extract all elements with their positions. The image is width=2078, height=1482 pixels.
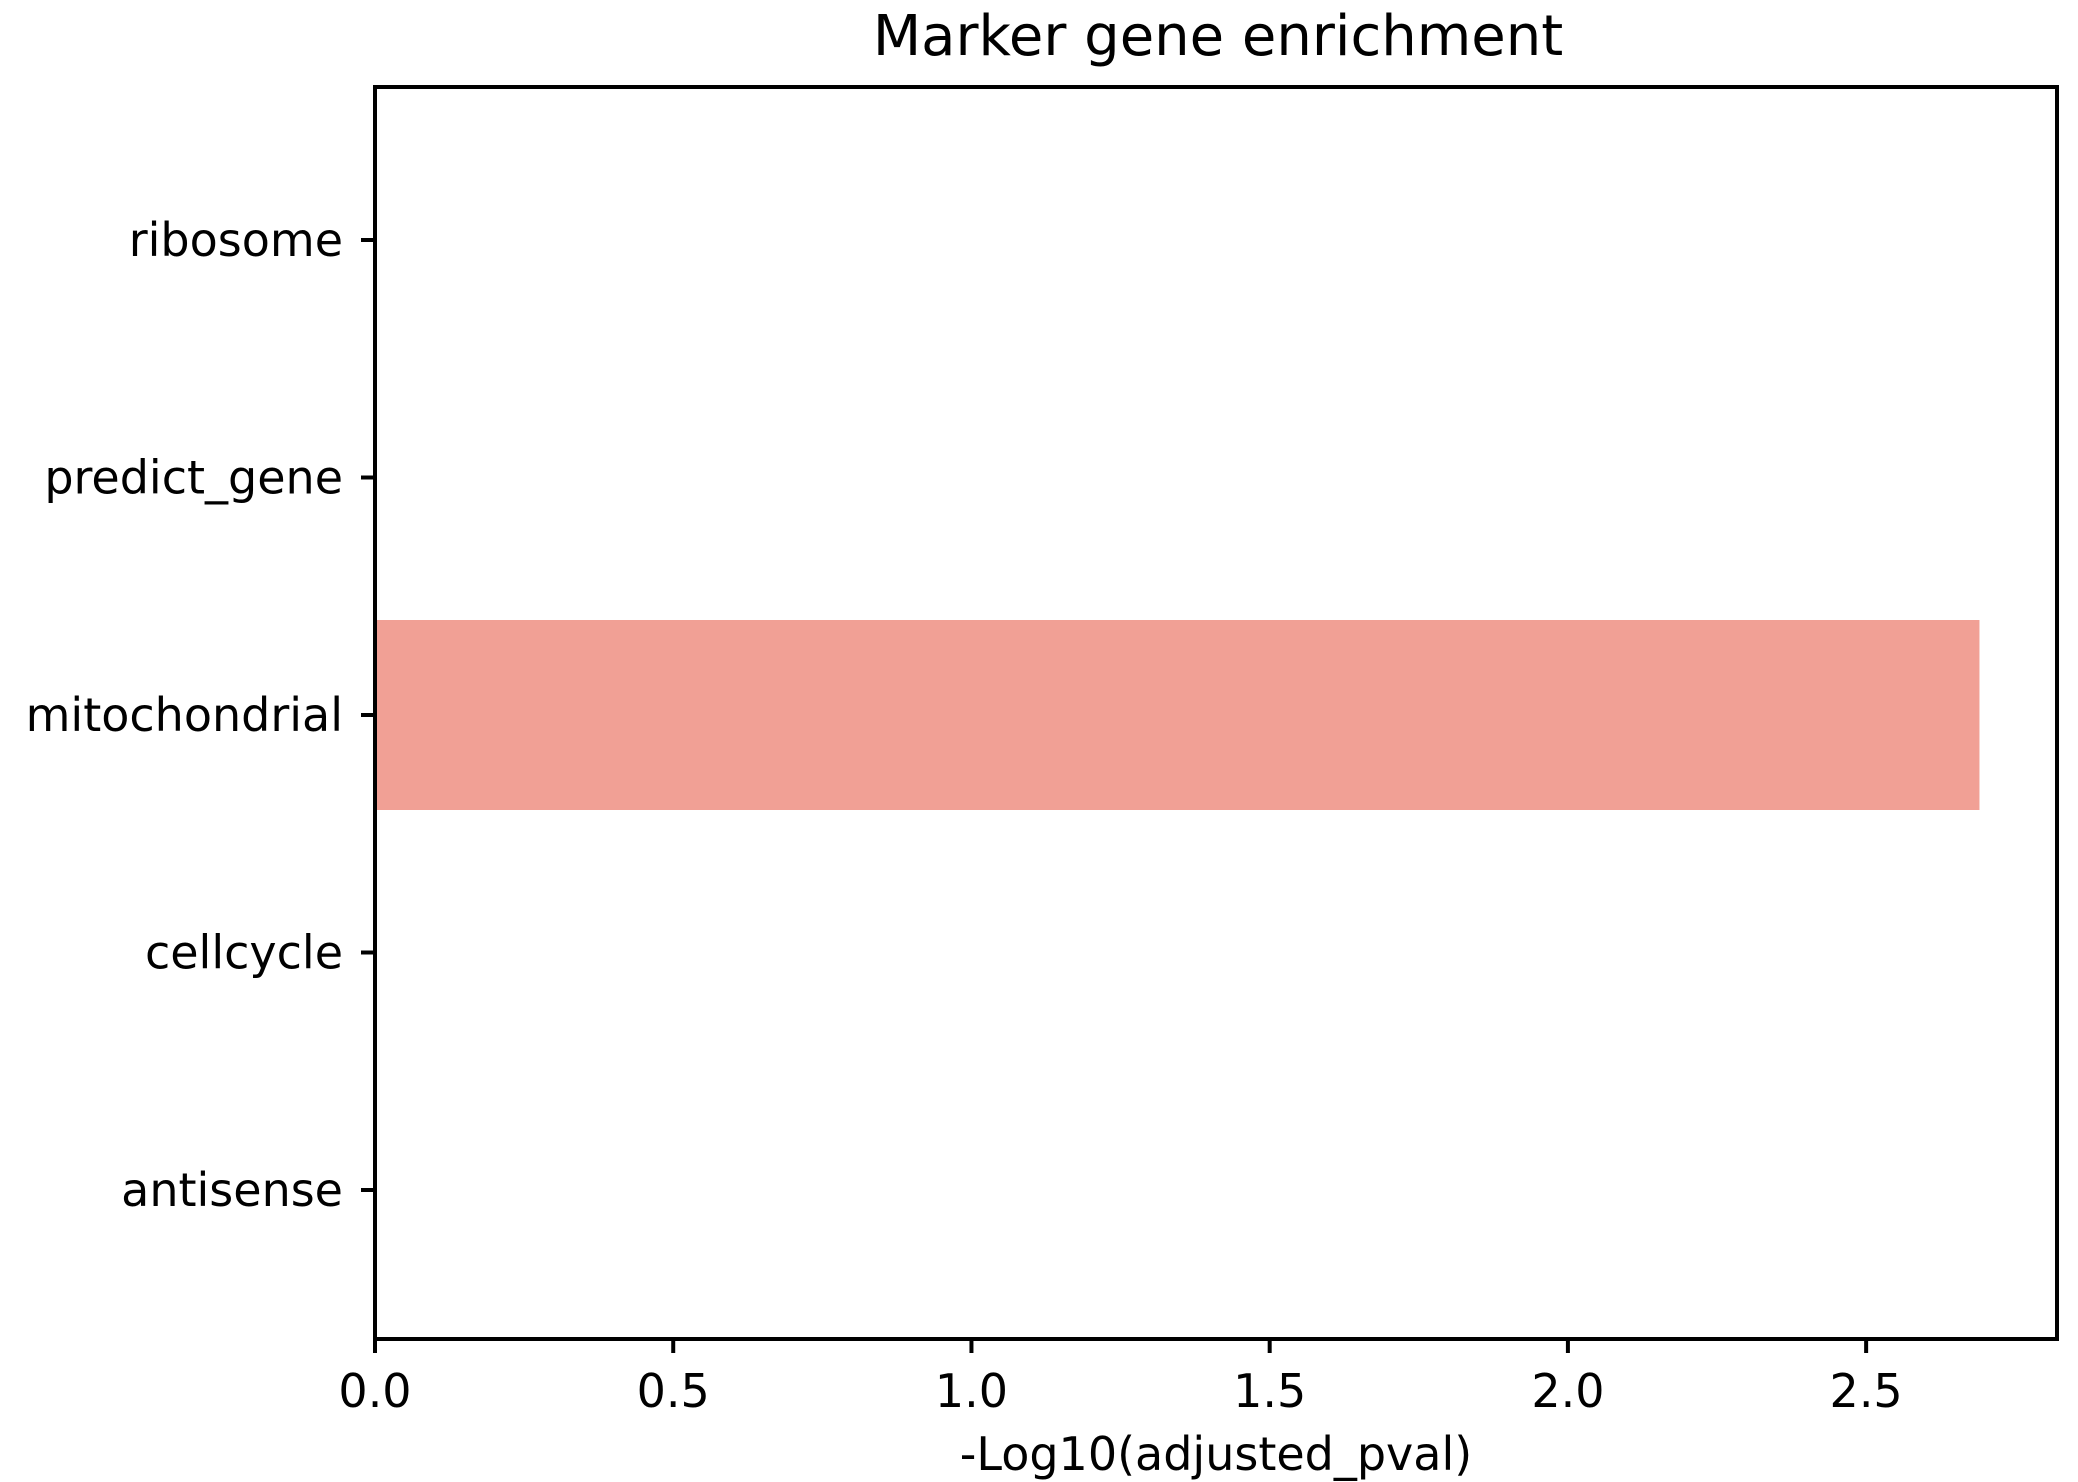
y-axis-ticks: ribosome predict_gene mitochondrial cellcyc…	[26, 213, 375, 1217]
chart-title: Marker gene enrichment	[873, 4, 1563, 69]
bar-mitochondrial	[375, 620, 1980, 810]
x-tick-label: 1.5	[1233, 1364, 1306, 1418]
y-tick-label: cellcycle	[145, 926, 343, 980]
x-tick-label: 1.0	[935, 1364, 1008, 1418]
bars-layer	[375, 620, 1980, 810]
x-axis-ticks: 0.0 0.5 1.0 1.5 2.0 2.5	[338, 1339, 1903, 1418]
x-tick-label: 0.5	[637, 1364, 710, 1418]
x-tick-label: 2.5	[1830, 1364, 1903, 1418]
x-tick-label: 0.0	[338, 1364, 411, 1418]
x-tick-label: 2.0	[1531, 1364, 1604, 1418]
plot-frame	[373, 85, 2059, 1341]
y-tick-label: antisense	[121, 1163, 343, 1217]
y-tick-label: ribosome	[129, 213, 343, 267]
y-tick-label: mitochondrial	[26, 688, 343, 742]
y-tick-label: predict_gene	[44, 451, 343, 505]
x-axis-label: -Log10(adjusted_pval)	[960, 1427, 1472, 1481]
